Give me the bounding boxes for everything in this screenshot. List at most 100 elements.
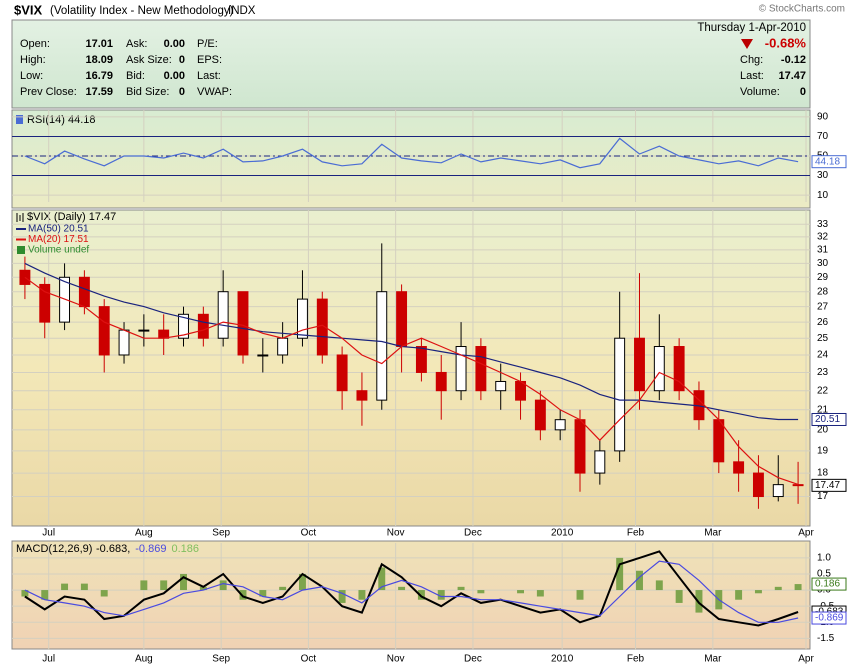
x-tick-label: Feb — [627, 528, 645, 539]
value-badge — [811, 611, 847, 625]
x-tick-label: Sep — [212, 528, 230, 539]
y-tick-label: 24 — [817, 350, 829, 361]
y-tick-label: 30 — [817, 258, 829, 269]
candle-body — [752, 472, 764, 498]
field-label: P/E: — [197, 38, 218, 50]
histogram-bar — [358, 590, 366, 600]
histogram-bar — [437, 590, 445, 600]
candle-body — [297, 298, 308, 339]
y-tick-label: 26 — [817, 317, 829, 328]
histogram-bar — [477, 590, 485, 594]
y-tick-label: 17 — [817, 491, 829, 502]
field-label: Prev Close: — [20, 86, 77, 98]
value-badge-label: -0.869 — [815, 613, 844, 624]
y-tick-label: 27 — [817, 301, 829, 312]
y-tick-label: 23 — [817, 367, 829, 378]
histogram-bar — [378, 567, 386, 591]
candle-body — [217, 291, 229, 339]
field-label: Open: — [20, 38, 50, 50]
histogram-bar — [140, 580, 148, 591]
histogram-bar — [219, 580, 227, 591]
histogram-bar — [636, 570, 643, 591]
y-tick-label: 19 — [817, 446, 829, 457]
legend-label: MA(20) 17.51 — [28, 234, 89, 245]
candle-body — [118, 329, 130, 356]
y-tick-label: 31 — [817, 245, 829, 256]
symbol-name: (Volatility Index - New Methodology) — [50, 5, 234, 17]
x-tick-label: Nov — [387, 654, 405, 665]
candle-body — [792, 484, 804, 487]
field-label: Volume: — [740, 86, 780, 98]
histogram-bar — [21, 590, 29, 597]
field-value: 16.79 — [85, 70, 113, 82]
value-badge — [811, 155, 847, 169]
histogram-bar — [61, 583, 69, 591]
x-tick-label: Jul — [42, 528, 55, 539]
candle-body — [614, 337, 626, 452]
y-tick-label: -1.5 — [817, 633, 835, 644]
y-tick-label: 10 — [817, 190, 829, 201]
histogram-bar — [100, 590, 108, 597]
field-label: High: — [20, 54, 46, 66]
candle-body — [197, 313, 209, 339]
y-tick-label: 0.5 — [817, 569, 831, 580]
x-tick-label: Dec — [464, 528, 482, 539]
histogram-bar — [338, 590, 346, 603]
candle-body — [435, 371, 447, 392]
x-tick-label: Jul — [42, 654, 55, 665]
candle-body — [455, 346, 467, 392]
candle-body — [277, 337, 289, 356]
x-tick-label: Aug — [135, 528, 153, 539]
series-line — [24, 262, 799, 421]
series-line — [24, 276, 799, 485]
y-tick-label: 1.0 — [817, 553, 831, 564]
y-tick-label: 33 — [817, 219, 829, 230]
header-panel — [11, 19, 811, 109]
value-badge — [811, 412, 847, 426]
histogram-bar — [616, 557, 624, 591]
series-line — [24, 550, 799, 627]
candle-body — [98, 306, 110, 356]
price-panel — [11, 209, 811, 527]
histogram-bar — [536, 590, 544, 597]
field-label: Bid: — [126, 70, 145, 82]
histogram-bar — [794, 584, 802, 591]
x-tick-label: Apr — [798, 528, 814, 539]
legend-label: -0.683, — [96, 543, 130, 555]
field-label: Chg: — [740, 54, 763, 66]
candle-body — [356, 390, 368, 401]
rsi-title: RSI(14) 44.18 — [27, 114, 95, 126]
x-tick-label: Oct — [301, 654, 317, 665]
copyright: © StockCharts.com — [759, 4, 845, 15]
y-tick-label: 20 — [817, 424, 829, 435]
histogram-bar — [279, 586, 287, 591]
field-value: 17.47 — [778, 70, 806, 82]
candle-body — [495, 380, 507, 392]
field-value: -0.12 — [781, 54, 806, 66]
candle-body — [178, 313, 189, 339]
y-tick-label: 90 — [817, 112, 829, 123]
histogram-bar — [457, 586, 465, 591]
y-tick-label: 70 — [817, 131, 829, 142]
histogram-bar — [735, 590, 743, 600]
candle-body — [673, 346, 685, 392]
field-label: Bid Size: — [126, 86, 169, 98]
y-tick-label: 30 — [817, 170, 829, 181]
x-tick-label: 2010 — [551, 654, 574, 665]
candle-body — [237, 291, 249, 356]
price-icon — [16, 213, 24, 222]
histogram-bar — [160, 580, 168, 591]
field-value: 0 — [179, 54, 185, 66]
y-tick-label: 21 — [817, 404, 829, 415]
x-tick-label: Sep — [212, 654, 230, 665]
symbol: $VIX — [14, 2, 43, 17]
y-tick-label: 22 — [817, 385, 829, 396]
value-badge — [811, 478, 847, 492]
x-tick-label: Dec — [464, 654, 482, 665]
histogram-bar — [655, 580, 663, 591]
value-badge-label: 20.51 — [815, 414, 840, 425]
histogram-bar — [298, 573, 306, 591]
change-percent: -0.68% — [765, 35, 807, 50]
candle-body — [574, 419, 586, 474]
x-tick-label: Apr — [798, 654, 814, 665]
